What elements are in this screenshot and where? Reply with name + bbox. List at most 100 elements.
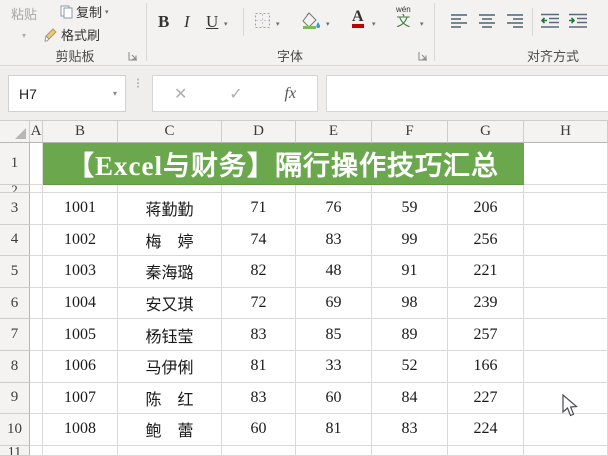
column-header-d[interactable]: D: [222, 121, 296, 143]
row-header[interactable]: 3: [0, 193, 30, 225]
cell-score3[interactable]: 84: [372, 382, 448, 415]
cell-id[interactable]: 1001: [43, 193, 118, 225]
align-right-button[interactable]: [506, 13, 524, 29]
column-header-f[interactable]: F: [372, 121, 448, 143]
underline-dropdown-icon[interactable]: ▾: [224, 21, 228, 28]
cell[interactable]: [43, 445, 118, 456]
row-header[interactable]: 10: [0, 414, 30, 446]
column-header-a[interactable]: A: [30, 121, 43, 143]
cell-id[interactable]: 1005: [43, 319, 118, 351]
title-merged-cell[interactable]: 【Excel与财务】隔行操作技巧汇总: [43, 143, 524, 185]
cell-name[interactable]: 马伊俐: [118, 350, 222, 383]
cell[interactable]: [524, 256, 608, 288]
insert-function-icon[interactable]: fx: [284, 84, 297, 102]
cell-name[interactable]: 梅 婷: [118, 224, 222, 257]
cell-id[interactable]: 1004: [43, 287, 118, 320]
cell-total[interactable]: 166: [448, 350, 524, 383]
cell[interactable]: [296, 185, 372, 193]
cell[interactable]: [524, 350, 608, 383]
cell-name[interactable]: 杨钰莹: [118, 319, 222, 351]
paste-button[interactable]: 粘贴 ▾: [2, 0, 46, 40]
cell[interactable]: [43, 185, 118, 193]
font-dialog-launcher-icon[interactable]: [418, 51, 429, 62]
column-header-c[interactable]: C: [118, 121, 222, 143]
row-header-1[interactable]: 1: [0, 143, 30, 185]
row-header-11[interactable]: 11: [0, 445, 30, 456]
row-header[interactable]: 7: [0, 319, 30, 351]
cell-score1[interactable]: 83: [222, 319, 296, 351]
align-left-button[interactable]: [450, 13, 468, 29]
cell-name[interactable]: 蒋勤勤: [118, 193, 222, 225]
enter-icon[interactable]: ✓: [229, 85, 243, 103]
cell-score1[interactable]: 60: [222, 414, 296, 446]
row-header[interactable]: 4: [0, 224, 30, 257]
cell[interactable]: [296, 445, 372, 456]
bold-button[interactable]: B: [158, 12, 170, 31]
cell-score2[interactable]: 81: [296, 414, 372, 446]
cell-id[interactable]: 1007: [43, 382, 118, 415]
fill-color-dropdown-icon[interactable]: ▾: [326, 21, 330, 28]
cell-id[interactable]: 1002: [43, 224, 118, 257]
cell-score3[interactable]: 99: [372, 224, 448, 257]
phonetic-dropdown-icon[interactable]: ▾: [420, 21, 424, 28]
cell-score2[interactable]: 33: [296, 350, 372, 383]
column-header-g[interactable]: G: [448, 121, 524, 143]
cell-total[interactable]: 239: [448, 287, 524, 320]
cell[interactable]: [30, 185, 43, 193]
cell-score2[interactable]: 60: [296, 382, 372, 415]
formula-bar-resize-dots-icon[interactable]: ⁝: [135, 75, 141, 91]
chevron-down-icon[interactable]: ▾: [21, 31, 26, 40]
cell-total[interactable]: 257: [448, 319, 524, 351]
cell-name[interactable]: 鲍 蕾: [118, 414, 222, 446]
formula-input[interactable]: [326, 75, 608, 112]
cell[interactable]: [30, 256, 43, 288]
cell[interactable]: [524, 287, 608, 320]
cancel-icon[interactable]: ✕: [173, 85, 188, 103]
cell-score3[interactable]: 89: [372, 319, 448, 351]
format-painter-button[interactable]: 格式刷: [44, 25, 100, 44]
cell[interactable]: [30, 193, 43, 225]
cell-score3[interactable]: 52: [372, 350, 448, 383]
cell-score2[interactable]: 69: [296, 287, 372, 320]
cell-total[interactable]: 221: [448, 256, 524, 288]
cell-name[interactable]: 秦海璐: [118, 256, 222, 288]
row-header[interactable]: 9: [0, 382, 30, 415]
cell-total[interactable]: 256: [448, 224, 524, 257]
phonetic-guide-button[interactable]: wén 文: [396, 6, 411, 29]
column-header-e[interactable]: E: [296, 121, 372, 143]
italic-button[interactable]: I: [184, 12, 190, 31]
cell-score2[interactable]: 48: [296, 256, 372, 288]
chevron-down-icon[interactable]: ▾: [105, 8, 109, 16]
cell-score1[interactable]: 82: [222, 256, 296, 288]
cell-score3[interactable]: 98: [372, 287, 448, 320]
cell-score3[interactable]: 83: [372, 414, 448, 446]
underline-button[interactable]: U: [206, 12, 219, 31]
column-header-b[interactable]: B: [43, 121, 118, 143]
cell[interactable]: [30, 224, 43, 257]
cell-score3[interactable]: 59: [372, 193, 448, 225]
clipboard-dialog-launcher-icon[interactable]: [128, 51, 139, 62]
cell[interactable]: [524, 193, 608, 225]
cell[interactable]: [30, 414, 43, 446]
cell[interactable]: [448, 445, 524, 456]
cell[interactable]: [30, 445, 43, 456]
font-color-dropdown-icon[interactable]: ▾: [372, 21, 376, 28]
row-header-2[interactable]: 2: [0, 185, 30, 193]
cell[interactable]: [30, 319, 43, 351]
cell[interactable]: [524, 445, 608, 456]
select-all-corner[interactable]: [0, 121, 30, 143]
cell-h1[interactable]: [524, 143, 608, 185]
fill-color-button[interactable]: [302, 12, 321, 29]
cell-score1[interactable]: 81: [222, 350, 296, 383]
row-header[interactable]: 5: [0, 256, 30, 288]
cell[interactable]: [372, 185, 448, 193]
row-header[interactable]: 6: [0, 287, 30, 320]
cell[interactable]: [524, 382, 608, 415]
cell[interactable]: [30, 350, 43, 383]
align-center-button[interactable]: [478, 13, 496, 29]
increase-indent-button[interactable]: [568, 13, 588, 29]
borders-dropdown-icon[interactable]: ▾: [276, 21, 280, 28]
font-color-button[interactable]: A: [352, 9, 364, 28]
cell[interactable]: [30, 382, 43, 415]
cell[interactable]: [524, 414, 608, 446]
